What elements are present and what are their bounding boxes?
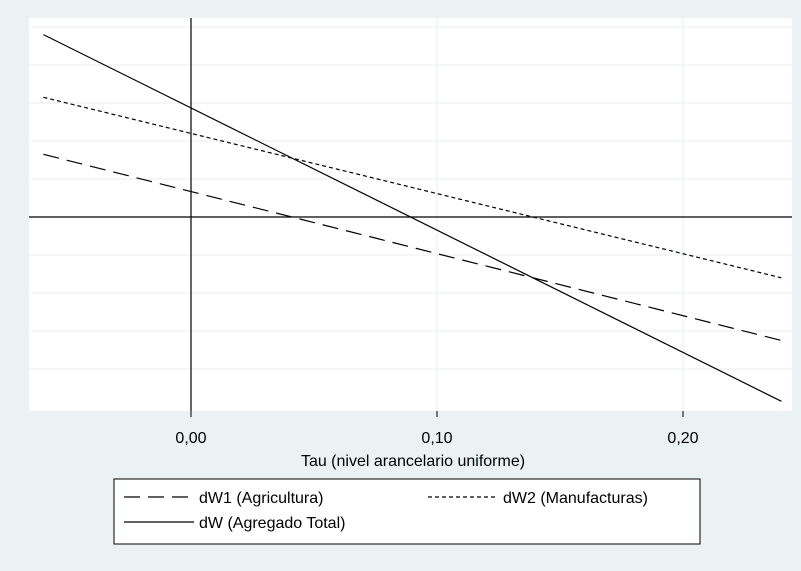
series-layer	[43, 34, 782, 402]
legend-box	[113, 478, 701, 545]
x-tick-label-0: 0,00	[175, 430, 206, 447]
x-axis: 0,00 0,10 0,20	[175, 411, 699, 447]
legend: dW1 (Agricultura) dW2 (Manufacturas) dW (A…	[113, 478, 701, 545]
x-tick-label-1: 0,10	[421, 430, 452, 447]
series-line-1	[43, 153, 782, 342]
grid-layer	[29, 18, 792, 411]
x-axis-title: Tau (nivel arancelario uniforme)	[301, 453, 525, 470]
x-tick-label-2: 0,20	[667, 430, 698, 447]
legend-label-2: dW2 (Manufacturas)	[503, 490, 648, 507]
plot-area	[29, 18, 792, 411]
series-line-2	[43, 96, 782, 279]
legend-label-3: dW (Agregado Total)	[199, 515, 345, 532]
legend-label-1: dW1 (Agricultura)	[199, 490, 323, 507]
series-line-3	[43, 34, 782, 402]
